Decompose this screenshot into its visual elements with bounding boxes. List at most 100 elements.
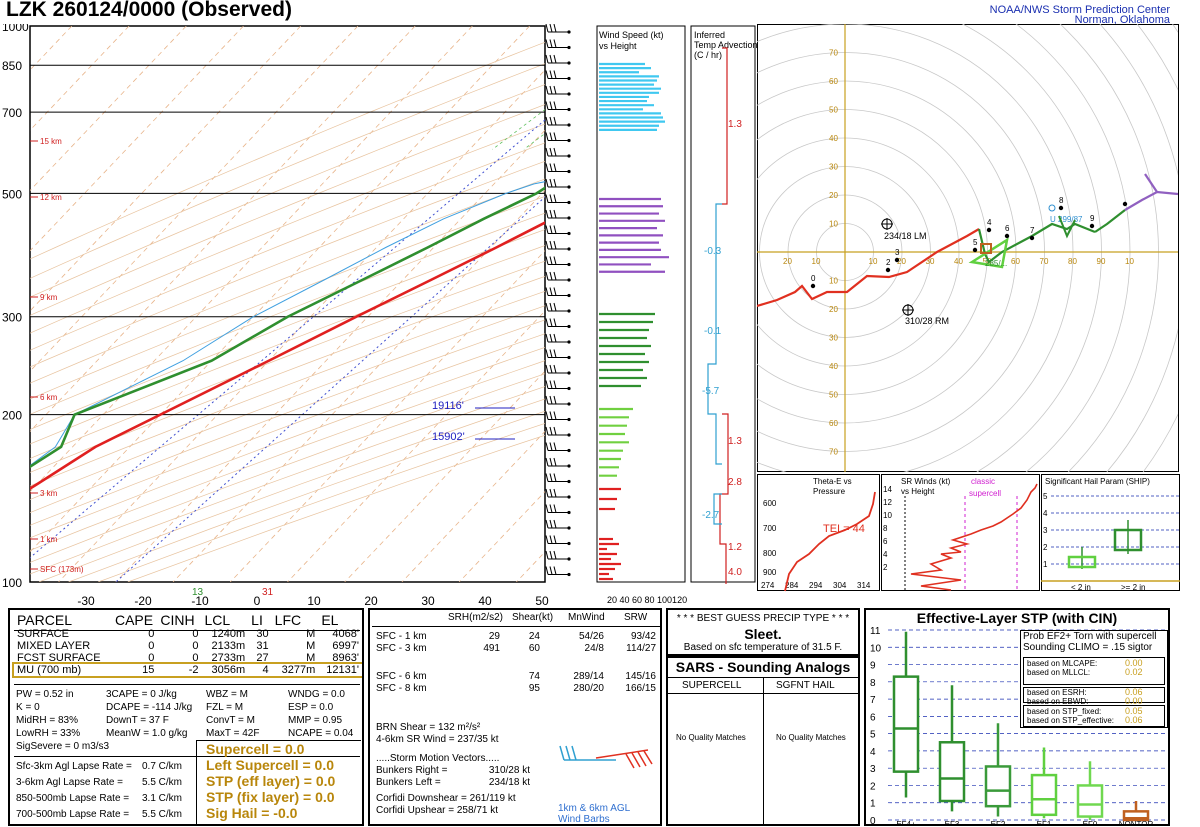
stp-box <box>984 765 1012 808</box>
wind-barb-dot <box>567 216 571 220</box>
wind-barb-flag <box>545 287 549 296</box>
temp-advection-panel: Inferred Temp Advection (C / hr) 1.3 -0.… <box>690 25 758 584</box>
stp-y-tick: 9 <box>870 661 876 672</box>
temp-tick: -10 <box>191 594 209 608</box>
hodo-x-label: 10 <box>869 257 878 266</box>
parcel-cell: 30 <box>256 628 269 640</box>
parcel-cell: 2733m <box>211 652 246 664</box>
param-mmp: MMP = 0.95 <box>288 715 343 726</box>
dry-adiabat <box>30 245 545 445</box>
wind-barb-flag <box>545 426 549 436</box>
parcel-cell: 27 <box>256 652 269 664</box>
hodo-y-label: 10 <box>829 277 838 286</box>
stp-val: 0.06 <box>1125 715 1143 725</box>
hodo-height-label: 3 <box>895 248 900 257</box>
wind-barb-flag <box>545 85 549 95</box>
wind-barb-flag <box>549 39 553 48</box>
hodo-y-label: 20 <box>829 305 838 314</box>
hodo-height-label: 9 <box>1090 214 1095 223</box>
stp-y-tick: 6 <box>870 712 876 723</box>
temp-adv-val-4: -5.7 <box>702 386 720 397</box>
table-row: MIXED LAYER 0 0 2133m 31 M 6997' <box>14 640 362 652</box>
stp-category: EF0 <box>1083 820 1098 826</box>
hodo-height-label: 8 <box>1059 196 1064 205</box>
stp-box <box>1076 784 1104 818</box>
wind-barb-flag <box>553 116 557 126</box>
ship-tick: 1 <box>1043 560 1048 569</box>
mixing-ratio-line <box>492 109 545 150</box>
agl-wind-barbs <box>559 745 653 769</box>
annot-15902: 15902' <box>432 431 465 443</box>
param-convt: ConvT = M <box>206 715 255 726</box>
ship-panel: Significant Hail Param (SHIP) 5 4 3 2 1 < 2 … <box>1041 474 1180 592</box>
hodo-height-label: 2 <box>886 258 891 267</box>
wind-barb-dot <box>567 510 571 515</box>
kin-mnwind: 289/14 <box>573 671 604 682</box>
parcel-cell: SURFACE <box>17 628 69 640</box>
temp-adv-val-8: 1.2 <box>728 542 742 553</box>
composite-left-supercell: Left Supercell = 0.0 <box>206 757 334 773</box>
stp-val: 0.05 <box>1125 706 1143 716</box>
skewt-frame <box>29 25 546 583</box>
parcel-h-li: LI <box>251 612 263 628</box>
parcel-cell: M <box>306 628 316 640</box>
wind-barb-dot <box>567 495 571 499</box>
parcel-cell: 0 <box>148 628 155 640</box>
composite-stp-fix: STP (fix layer) = 0.0 <box>206 789 335 805</box>
wind-barb-flag <box>553 240 557 250</box>
wind-barb-flag <box>553 163 557 172</box>
srwinds-h-tick: 4 <box>883 550 888 559</box>
stp-category: NONTOR <box>1119 820 1154 826</box>
dry-adiabat <box>30 63 545 279</box>
wind-barb-flag <box>553 147 557 157</box>
isotherm <box>115 129 545 582</box>
stp-based-ebwd: based on EBWD: <box>1027 697 1089 706</box>
wind-barb-flag <box>553 24 557 33</box>
ship-box-large <box>1113 520 1143 554</box>
isotherm <box>58 69 545 582</box>
hodo-x-label: 90 <box>1097 257 1106 266</box>
wind-barb-flag <box>545 349 549 358</box>
wind-barb-flag <box>553 70 557 79</box>
temp-tick: -30 <box>77 594 95 608</box>
parcel-cell: 0 <box>148 640 155 652</box>
wind-barb-dot <box>567 247 571 251</box>
parcel-trace <box>115 196 545 582</box>
ship-tick: 2 <box>1043 543 1048 552</box>
param-fzl: FZL = M <box>206 702 244 713</box>
hodo-x-label: 70 <box>1040 257 1049 266</box>
wind-barb-flag <box>553 287 557 296</box>
wind-barb-flag <box>553 225 557 234</box>
wind-barb-dot <box>567 386 571 391</box>
wind-barb-flag <box>553 349 557 358</box>
dry-adiabat <box>30 178 545 384</box>
wind-barb-flag <box>545 364 549 374</box>
stp-prob-1: Prob EF2+ Torn with supercell <box>1023 631 1157 642</box>
parcel-cell: 15 <box>142 664 155 676</box>
hodo-height-label: 7 <box>1030 226 1035 235</box>
dry-adiabat <box>30 195 545 400</box>
wind-barb-flag <box>553 566 557 575</box>
wind-barb-flag <box>545 209 549 219</box>
org-line-2: Norman, Oklahoma <box>1074 14 1170 26</box>
kin-sr-wind: 4-6km SR Wind = 237/35 kt <box>376 734 499 745</box>
hodo-x-label: 60 <box>1011 257 1020 266</box>
isotherm <box>287 310 545 582</box>
pressure-label-700: 700 <box>2 106 22 120</box>
isotherm <box>30 26 473 493</box>
wind-barb-dot <box>567 541 571 546</box>
stp-y-tick: 8 <box>870 678 876 689</box>
wind-barb-dot <box>567 355 571 360</box>
wind-barb-dot <box>567 293 571 298</box>
barb-legend-1: 1km & 6km AGL <box>558 803 631 814</box>
wind-barb-flag <box>545 504 549 513</box>
wind-barb-flag <box>545 225 549 234</box>
wind-barb-flag <box>553 256 557 265</box>
wind-barb-flag <box>553 302 557 312</box>
parcel-cell: 1240m <box>211 628 246 640</box>
parcel-h-cinh: CINH <box>160 612 195 628</box>
wind-barb-flag <box>545 302 549 312</box>
kin-srw: 166/15 <box>625 683 656 694</box>
wind-barb-flag <box>549 54 553 64</box>
wind-barb-flag <box>549 333 553 343</box>
